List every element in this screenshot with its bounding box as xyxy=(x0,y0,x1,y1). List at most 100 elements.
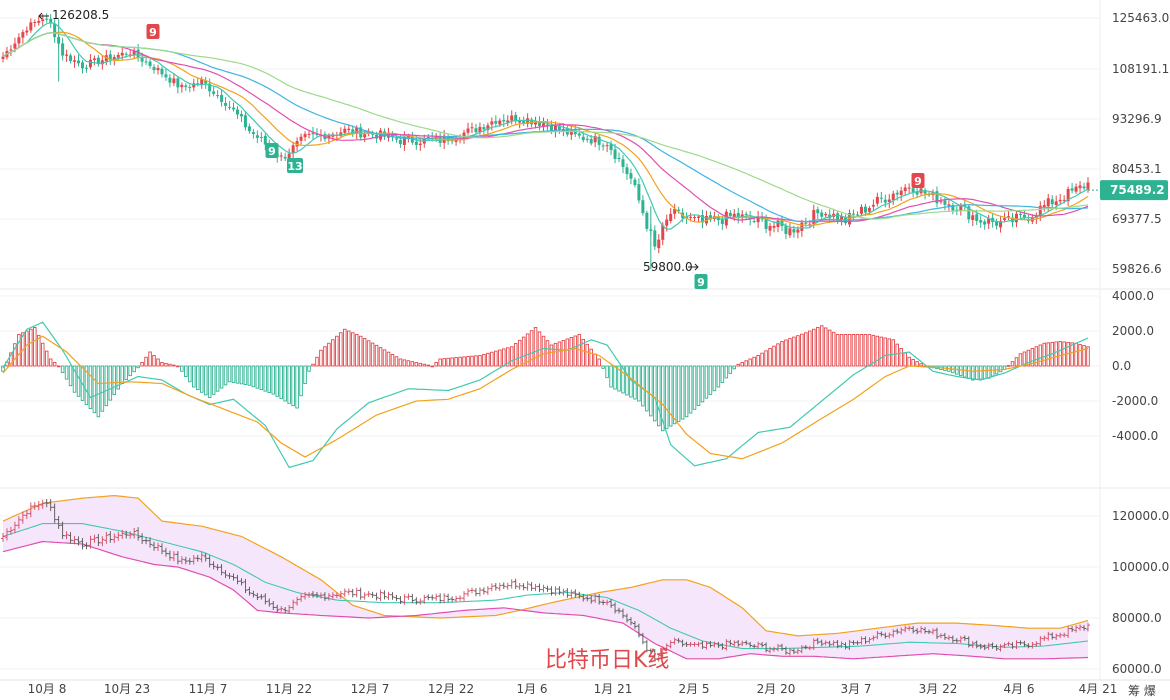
candle-body xyxy=(1062,199,1066,201)
last-price-tag xyxy=(1100,180,1168,201)
candle-body xyxy=(116,54,120,58)
candle-body xyxy=(911,188,915,194)
candle-body xyxy=(61,43,65,56)
macd-histogram-bar xyxy=(760,352,764,367)
macd-histogram-bar xyxy=(720,365,725,383)
macd-histogram-bar xyxy=(788,338,792,367)
candle-body xyxy=(371,133,375,135)
candle-body xyxy=(641,200,645,214)
macd-histogram-bar xyxy=(728,365,733,374)
candle-body xyxy=(514,114,518,122)
candle-body xyxy=(176,78,180,88)
macd-histogram-bar xyxy=(792,336,796,367)
candle-body xyxy=(764,217,768,229)
candle-body xyxy=(80,62,84,69)
macd-histogram-bar xyxy=(211,365,216,395)
last-price-label: 75489.2 xyxy=(1110,183,1165,197)
macd-histogram-bar xyxy=(704,365,709,399)
candle-body xyxy=(164,74,168,78)
bands-tick-label: 120000.0 xyxy=(1112,509,1169,523)
candle-body xyxy=(232,107,236,110)
candle-body xyxy=(1018,213,1022,215)
candle-body xyxy=(228,106,232,108)
macd-histogram-bar xyxy=(819,325,824,367)
candle-body xyxy=(836,213,840,221)
moving-average-line xyxy=(2,32,1089,223)
macd-histogram-bar xyxy=(303,365,307,384)
macd-histogram-bar xyxy=(394,356,399,367)
candle-body xyxy=(474,128,478,133)
candle-body xyxy=(995,221,999,226)
macd-histogram-bar xyxy=(696,365,701,407)
candle-body xyxy=(669,213,673,222)
macd-histogram-bar xyxy=(88,365,93,410)
macd-histogram-bar xyxy=(458,356,462,367)
candle-body xyxy=(180,84,184,88)
macd-histogram-bar xyxy=(509,346,514,367)
macd-histogram-bar xyxy=(271,365,276,395)
candle-body xyxy=(220,95,224,102)
macd-tick-label: -4000.0 xyxy=(1112,429,1158,443)
candle-body xyxy=(148,61,152,67)
macd-histogram-bar xyxy=(549,344,554,367)
candle-body xyxy=(454,139,458,142)
macd-histogram-bar xyxy=(609,365,613,388)
candle-body xyxy=(1074,186,1078,192)
candle-body xyxy=(824,213,828,216)
macd-histogram-bar xyxy=(235,365,240,384)
candle-body xyxy=(212,91,216,94)
macd-histogram-bar xyxy=(80,365,85,401)
macd-histogram-bar xyxy=(104,365,109,407)
candle-body xyxy=(160,68,164,75)
candle-body xyxy=(73,60,77,62)
candle-body xyxy=(259,136,263,138)
macd-histogram-bar xyxy=(1006,365,1011,367)
candle-body xyxy=(915,191,919,195)
macd-histogram-bar xyxy=(863,334,868,367)
moving-averages xyxy=(2,21,1089,230)
x-tick-label: 12月 7 xyxy=(351,682,390,696)
macd-histogram-bar xyxy=(402,359,407,367)
candle-body xyxy=(1054,201,1058,205)
macd-histogram-bar xyxy=(764,350,768,367)
macd-histogram-bar xyxy=(231,365,236,383)
macd-histogram-bar xyxy=(40,342,45,367)
candle-body xyxy=(216,95,220,97)
candle-body xyxy=(65,54,69,56)
macd-histogram-bar xyxy=(978,365,983,380)
candle-body xyxy=(1007,216,1011,218)
bollinger-bands xyxy=(2,494,1089,660)
macd-histogram-bar xyxy=(1054,341,1058,367)
candle-body xyxy=(69,55,73,62)
candle-body xyxy=(875,196,879,204)
macd-histogram-bar xyxy=(33,327,37,367)
macd-histogram-bar xyxy=(986,365,991,379)
macd-histogram-bar xyxy=(450,357,454,367)
macd-histogram-bar xyxy=(557,341,562,367)
macd-histogram-bar xyxy=(17,334,21,367)
macd-histogram-bar xyxy=(251,365,256,388)
candle-body xyxy=(1003,218,1007,221)
candle-body xyxy=(470,127,474,129)
macd-histogram-bar xyxy=(780,341,784,367)
macd-histogram-bar xyxy=(963,365,967,378)
macd-histogram-bar xyxy=(1042,342,1047,367)
candle-body xyxy=(545,124,549,126)
macd-histogram-bar xyxy=(891,339,896,367)
candle-body xyxy=(645,212,649,229)
macd-histogram-bar xyxy=(482,353,486,367)
candle-body xyxy=(299,136,303,141)
candle-body xyxy=(637,184,641,201)
candle-body xyxy=(494,120,498,124)
x-tick-label: 4月 21 xyxy=(1079,682,1118,696)
macd-histogram-bar xyxy=(25,330,29,367)
macd-histogram-bar xyxy=(613,365,617,390)
macd-histogram-bar xyxy=(796,335,800,367)
macd-histogram-bar xyxy=(641,365,645,407)
candle-body xyxy=(132,50,136,55)
candle-body xyxy=(665,219,669,226)
candle-body xyxy=(653,230,657,247)
candle-body xyxy=(772,226,776,228)
macd-histogram-bar xyxy=(148,351,152,367)
ohlc-bars xyxy=(1,498,1090,662)
